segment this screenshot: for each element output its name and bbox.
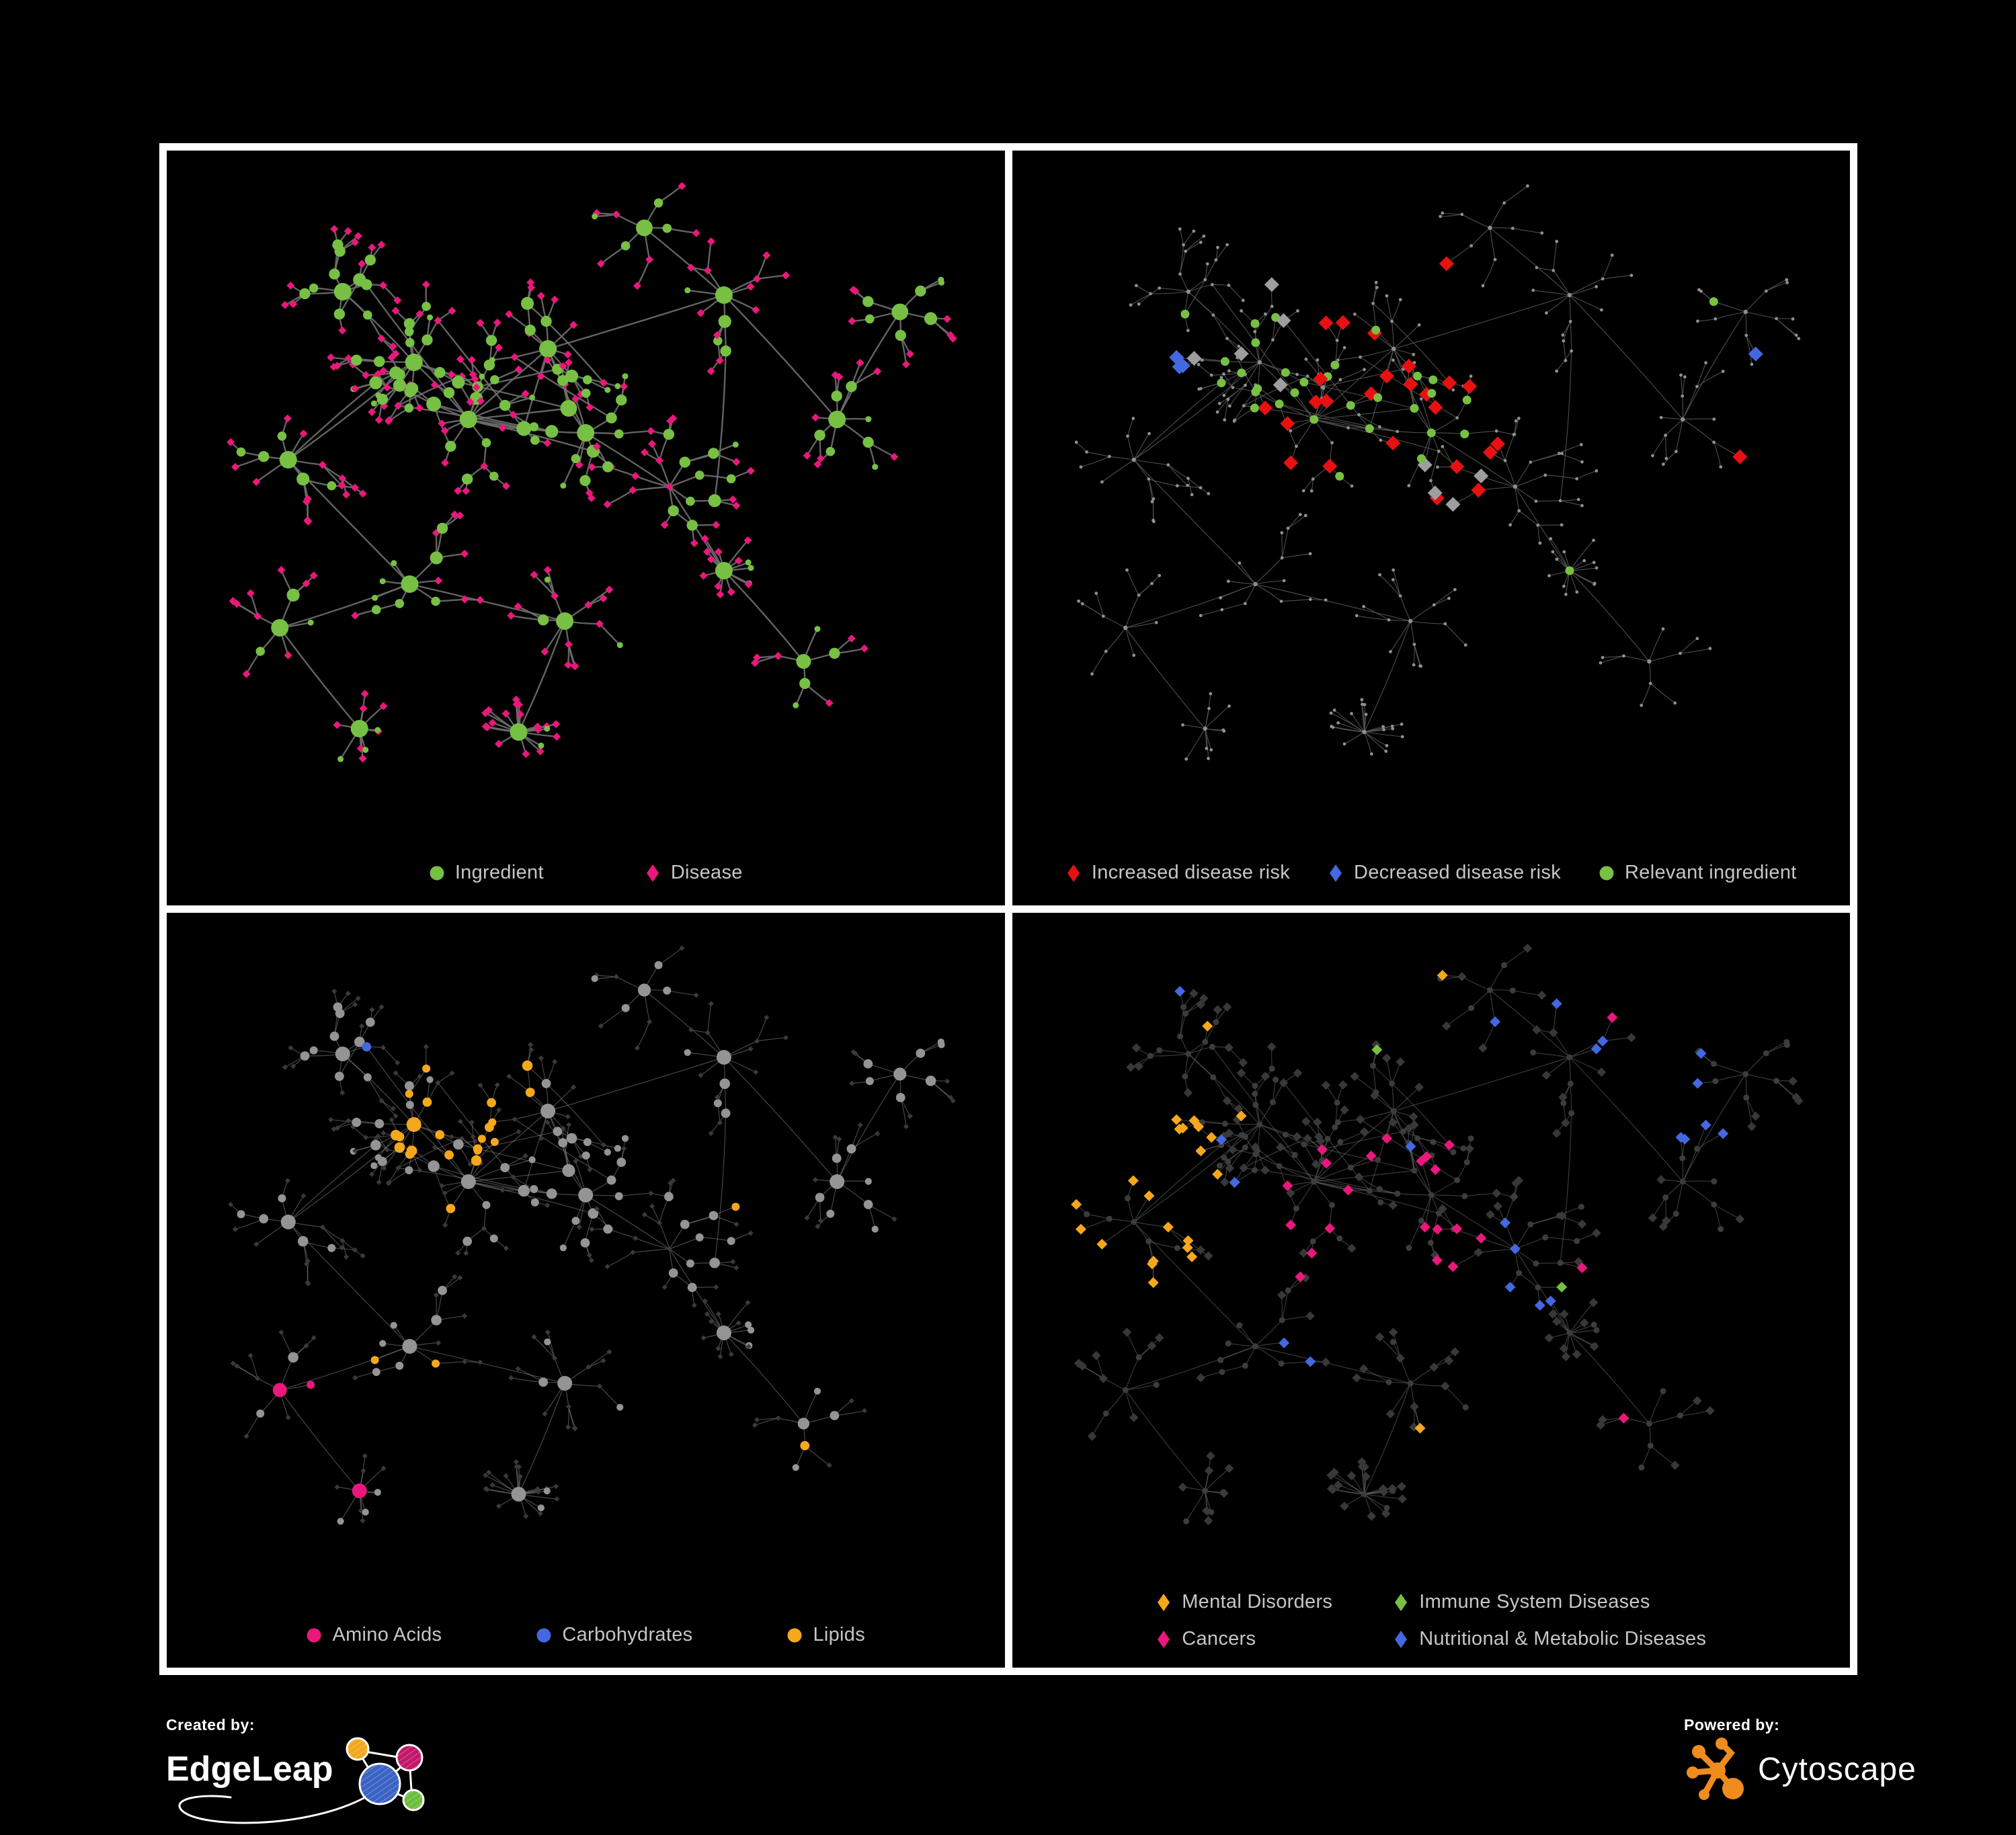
legend-circle-marker-icon: [787, 1625, 813, 1645]
legend-item-label: Carbohydrates: [562, 1624, 693, 1645]
legend-item: Lipids: [787, 1624, 865, 1646]
ingredient-disease-network-graph: [227, 181, 957, 763]
legend-item: Nutritional & Metabolic Diseases: [1393, 1628, 1706, 1650]
legend-diamond-marker-icon: [1393, 1592, 1419, 1613]
ingredient-classes-network-graph: [228, 945, 956, 1525]
created-by-block: Created by: EdgeLeap: [166, 1716, 462, 1835]
legend-item: Mental Disorders: [1156, 1591, 1332, 1613]
cytoscape-logo: Cytoscape: [1684, 1736, 1917, 1803]
cytoscape-network-icon: [1687, 1738, 1744, 1800]
legend-item: Relevant ingredient: [1599, 862, 1797, 884]
legend-disease-risk: Increased disease risk Decreased disease …: [1012, 862, 1851, 884]
legend-item-label: Relevant ingredient: [1625, 862, 1797, 883]
legend-item-label: Cancers: [1182, 1628, 1256, 1649]
legend-item: Decreased disease risk: [1328, 862, 1561, 884]
legend-diamond-marker-icon: [645, 863, 671, 883]
legend-circle-marker-icon: [536, 1625, 562, 1645]
legend-item: Carbohydrates: [536, 1624, 692, 1646]
legend-item: Amino Acids: [306, 1624, 442, 1646]
edgeleap-network-icon: [178, 1737, 425, 1824]
legend-diamond-marker-icon: [1156, 1592, 1182, 1613]
legend-circle-marker-icon: [429, 863, 455, 883]
legend-item-label: Immune System Diseases: [1419, 1591, 1650, 1613]
legend-item: Immune System Diseases: [1393, 1591, 1706, 1613]
edgeleap-logo: EdgeLeap: [166, 1734, 462, 1835]
cytoscape-wordmark: Cytoscape: [1758, 1751, 1917, 1787]
powered-by-label: Powered by:: [1684, 1716, 1780, 1734]
legend-diamond-marker-icon: [1328, 863, 1354, 883]
legend-ingredient-disease: Ingredient Disease: [167, 862, 1005, 884]
disease-risk-network-graph: [1074, 184, 1800, 761]
edgeleap-wordmark: EdgeLeap: [166, 1750, 333, 1789]
legend-item-label: Lipids: [813, 1624, 866, 1645]
legend-ingredient-classes: Amino Acids Carbohydrates Lipids: [167, 1624, 1005, 1646]
legend-item: Disease: [645, 862, 743, 884]
disease-classes-network-graph: [1070, 943, 1803, 1526]
legend-circle-marker-icon: [306, 1625, 332, 1645]
legend-item-label: Mental Disorders: [1182, 1591, 1333, 1613]
legend-item-label: Disease: [670, 862, 743, 883]
legend-item: Cancers: [1156, 1628, 1332, 1650]
legend-item-label: Nutritional & Metabolic Diseases: [1419, 1628, 1707, 1649]
legend-disease-classes: Mental Disorders Immune System Diseases Ca…: [1012, 1591, 1851, 1650]
legend-item-label: Ingredient: [454, 862, 544, 883]
legend-item: Ingredient: [429, 862, 544, 884]
legend-diamond-marker-icon: [1156, 1629, 1182, 1649]
panel-grid: Ingredient Disease Increased disease risk…: [159, 143, 1857, 1675]
legend-item: Increased disease risk: [1065, 862, 1290, 884]
legend-item-label: Decreased disease risk: [1354, 862, 1562, 883]
panel-disease-risk: Increased disease risk Decreased disease …: [1012, 151, 1851, 905]
panel-ingredient-classes: Amino Acids Carbohydrates Lipids: [167, 913, 1005, 1668]
panel-disease-classes: Mental Disorders Immune System Diseases Ca…: [1012, 913, 1851, 1668]
created-by-label: Created by:: [166, 1716, 255, 1734]
legend-item-label: Increased disease risk: [1091, 862, 1291, 883]
powered-by-block: Powered by: Cytoscape: [1684, 1716, 1917, 1803]
panel-ingredient-disease: Ingredient Disease: [167, 151, 1005, 905]
legend-circle-marker-icon: [1599, 863, 1625, 883]
legend-diamond-marker-icon: [1393, 1629, 1419, 1649]
legend-diamond-marker-icon: [1065, 863, 1092, 883]
legend-item-label: Amino Acids: [332, 1624, 442, 1645]
